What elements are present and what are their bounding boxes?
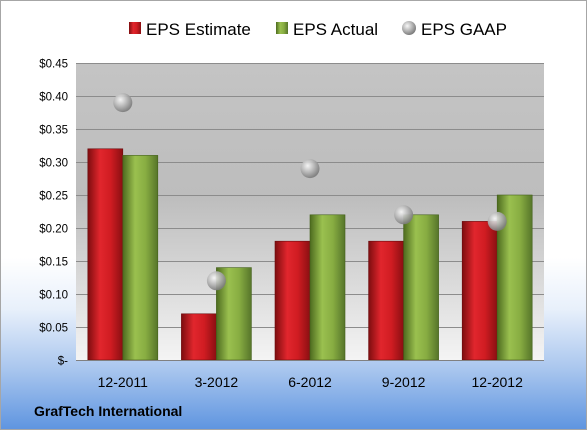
bar-eps-actual-6-2012 (309, 214, 346, 361)
bar-eps-actual-9-2012 (403, 214, 439, 361)
x-axis: 12-2011 3-2012 6-2012 9-2012 12-2012 (98, 374, 523, 390)
x-tick-label: 3-2012 (195, 374, 239, 390)
legend: EPS Estimate EPS Actual EPS GAAP (129, 20, 507, 39)
y-tick-label: $0.45 (39, 59, 68, 71)
legend-marker-eps-gaap (402, 21, 416, 35)
legend-swatch-eps-estimate (129, 22, 141, 34)
y-axis: $- $0.05 $0.10 $0.15 $0.20 $0.25 $0.30 $0.35 $0.… (39, 59, 68, 368)
bar-eps-estimate-3-2012 (181, 313, 217, 361)
marker-eps-gaap-9-2012 (394, 205, 414, 225)
marker-eps-gaap-6-2012 (300, 159, 320, 179)
y-tick-label: $0.10 (39, 290, 68, 302)
bars (87, 148, 533, 361)
y-tick-label: $0.20 (39, 224, 68, 236)
x-tick-label: 12-2011 (98, 374, 149, 390)
legend-label-eps-estimate: EPS Estimate (146, 20, 251, 39)
bar-eps-estimate-6-2012 (274, 240, 311, 361)
y-tick-label: $0.35 (39, 125, 68, 137)
bar-eps-estimate-12-2011 (87, 148, 124, 361)
bar-eps-estimate-9-2012 (368, 240, 404, 361)
legend-swatch-eps-actual (276, 22, 288, 34)
y-tick-label: $0.15 (39, 257, 68, 269)
y-tick-label: $0.40 (39, 92, 68, 104)
marker-eps-gaap-3-2012 (206, 271, 226, 291)
x-tick-label: 12-2012 (472, 374, 524, 390)
marker-eps-gaap-12-2012 (487, 211, 507, 231)
company-name: GrafTech International (34, 403, 183, 419)
y-tick-label: $- (58, 356, 68, 368)
y-tick-label: $0.05 (39, 323, 68, 335)
bar-eps-actual-12-2011 (122, 155, 159, 361)
y-tick-label: $0.30 (39, 158, 68, 170)
legend-label-eps-gaap: EPS GAAP (421, 20, 507, 39)
gaap-markers (113, 93, 507, 291)
x-tick-label: 9-2012 (382, 374, 426, 390)
legend-label-eps-actual: EPS Actual (293, 20, 378, 39)
marker-eps-gaap-12-2011 (113, 93, 133, 113)
x-tick-label: 6-2012 (288, 374, 332, 390)
y-tick-label: $0.25 (39, 191, 68, 203)
bar-eps-estimate-12-2012 (461, 221, 498, 361)
